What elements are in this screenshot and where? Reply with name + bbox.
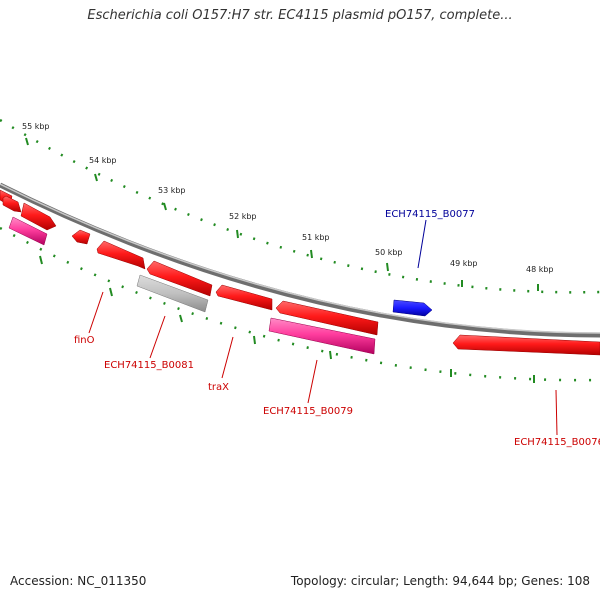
major-tick-53 — [163, 202, 167, 211]
gene-label-b0081[interactable]: ECH74115_B0081 — [104, 360, 194, 371]
gene-finO-region[interactable] — [96, 240, 146, 270]
inner-feature-genes — [8, 216, 376, 355]
gene-b0077-arrow[interactable] — [392, 299, 433, 317]
inner-major-tick — [109, 287, 113, 297]
inner-major-tick — [253, 335, 256, 345]
major-tick-50 — [386, 262, 389, 272]
leader-line-b0076 — [555, 389, 558, 436]
gene-forward[interactable] — [20, 202, 57, 231]
kbp-label-55: 55 kbp — [22, 122, 50, 131]
major-tick-52 — [236, 229, 239, 239]
accession-text: Accession: NC_011350 — [10, 574, 147, 588]
gene-labels: finO ECH74115_B0081 traX ECH74115_B0079 … — [74, 209, 600, 448]
gene-label-b0079[interactable]: ECH74115_B0079 — [263, 406, 353, 417]
summary-text: Topology: circular; Length: 94,644 bp; G… — [290, 574, 590, 588]
leader-line-finO — [88, 291, 104, 334]
gene-label-finO[interactable]: finO — [74, 335, 95, 346]
major-tick-51 — [310, 249, 313, 259]
plasmid-backbone-highlight — [0, 183, 600, 334]
inner-major-tick — [179, 314, 183, 323]
gene-reverse[interactable] — [71, 229, 91, 245]
major-tick-55 — [25, 137, 29, 146]
forward-strand-genes — [0, 189, 433, 317]
kbp-label-52: 52 kbp — [229, 212, 257, 221]
leader-line-traX — [221, 336, 234, 379]
label-leaders — [88, 219, 558, 436]
kbp-label-48: 48 kbp — [526, 265, 554, 274]
gene-traX-region[interactable] — [215, 284, 273, 311]
kbp-label-49: 49 kbp — [450, 259, 478, 268]
outer-tick-ring — [0, 118, 600, 294]
gene-reverse[interactable] — [275, 300, 379, 336]
gene-label-b0076[interactable]: ECH74115_B0076 — [514, 437, 600, 448]
gene-label-traX[interactable]: traX — [208, 382, 229, 393]
outer-tick-dots — [0, 118, 600, 294]
inner-tick-ring — [0, 226, 600, 383]
kbp-label-54: 54 kbp — [89, 156, 117, 165]
leader-line-b0081 — [149, 315, 166, 359]
map-title: Escherichia coli O157:H7 str. EC4115 pla… — [87, 8, 513, 23]
kbp-label-53: 53 kbp — [158, 186, 186, 195]
kbp-labels: 55 kbp 54 kbp 53 kbp 52 kbp 51 kbp 50 kb… — [22, 122, 554, 274]
plasmid-backbone — [0, 182, 600, 338]
kbp-label-51: 51 kbp — [302, 233, 330, 242]
inner-major-tick — [39, 255, 43, 265]
inner-major-tick — [329, 350, 332, 360]
leader-line-b0077 — [417, 219, 427, 269]
gene-label-b0077[interactable]: ECH74115_B0077 — [385, 209, 475, 220]
gene-reverse[interactable] — [146, 260, 213, 297]
major-tick-54 — [94, 173, 98, 182]
gene-b0076-region[interactable] — [452, 334, 600, 356]
gene-b0079-feature[interactable] — [268, 317, 376, 355]
inner-tick-dots — [0, 226, 600, 382]
gene-b0081-feature[interactable] — [136, 274, 209, 313]
gene-pink-feature[interactable] — [8, 216, 48, 246]
kbp-label-50: 50 kbp — [375, 248, 403, 257]
leader-line-b0079 — [307, 359, 318, 404]
gene-forward[interactable] — [2, 195, 22, 213]
reverse-strand-genes — [71, 229, 600, 356]
